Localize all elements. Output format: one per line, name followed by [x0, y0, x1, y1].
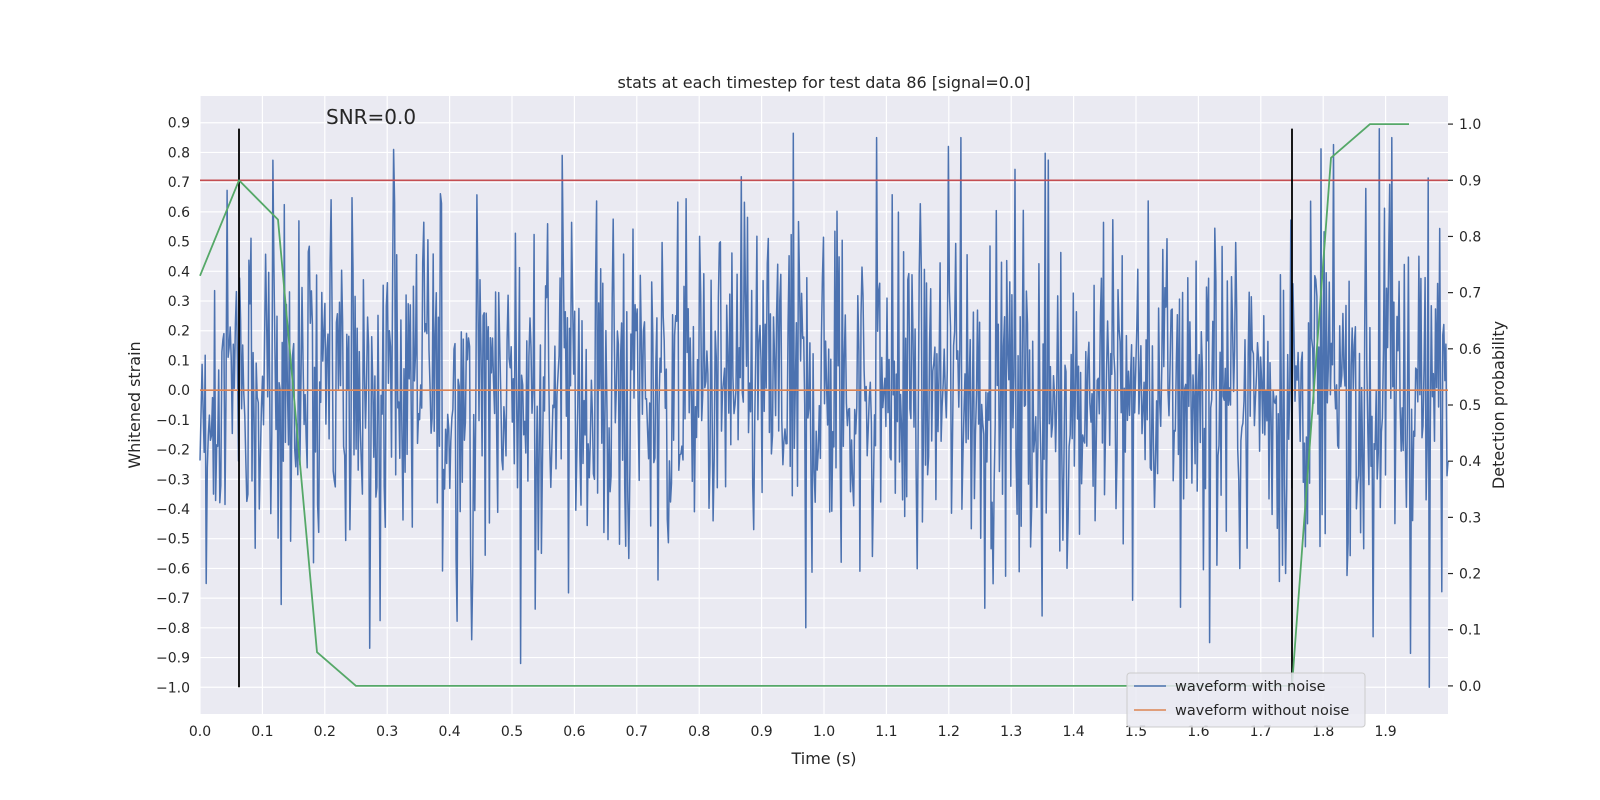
y2-tick-label: 0.7 [1459, 286, 1481, 302]
x-tick-label: 0.0 [189, 724, 211, 740]
waveform-with-noise-line [199, 127, 1449, 689]
y-tick-label: 0.0 [168, 383, 190, 399]
x-axis-title: Time (s) [790, 749, 856, 768]
y-axis-title: Whitened strain [125, 341, 144, 468]
x-tick-label: 1.2 [938, 724, 960, 740]
x-tick-label: 1.9 [1374, 724, 1396, 740]
y-tick-label: 0.6 [168, 205, 190, 221]
x-tick-label: 1.0 [813, 724, 835, 740]
y-tick-label: −0.1 [156, 413, 190, 429]
legend: waveform with noise waveform without noi… [1126, 672, 1366, 728]
y2-tick-label: 0.8 [1459, 229, 1481, 245]
y2-tick-label: 0.1 [1459, 623, 1481, 639]
y2-tick-label: 1.0 [1459, 117, 1481, 133]
y-tick-label: 0.7 [168, 175, 190, 191]
y-tick-label: −0.6 [156, 561, 190, 577]
y-tick-label: −0.3 [156, 472, 190, 488]
x-tick-label: 1.3 [1000, 724, 1022, 740]
x-tick-label: 0.6 [563, 724, 585, 740]
legend-label-clean: waveform without noise [1175, 703, 1349, 719]
x-tick-label: 1.8 [1312, 724, 1334, 740]
chart-title: stats at each timestep for test data 86 … [618, 73, 1031, 92]
y-tick-label: 0.1 [168, 353, 190, 369]
x-tick-label: 0.7 [626, 724, 648, 740]
x-tick-label: 1.6 [1187, 724, 1209, 740]
y2-axis-ticks: 1.0 0.9 0.8 0.7 0.6 0.5 0.4 0.3 0.2 0.1 0.0 [1448, 117, 1481, 695]
y2-tick-label: 0.6 [1459, 342, 1481, 358]
y-tick-label: 0.5 [168, 235, 190, 251]
x-tick-label: 0.1 [251, 724, 273, 740]
x-tick-label: 0.2 [314, 724, 336, 740]
y2-tick-label: 0.3 [1459, 510, 1481, 526]
x-tick-label: 1.1 [875, 724, 897, 740]
snr-annotation: SNR=0.0 [326, 105, 416, 129]
y2-tick-label: 0.5 [1459, 398, 1481, 414]
y2-axis-title: Detection probability [1489, 321, 1508, 489]
y-tick-label: −0.8 [156, 621, 190, 637]
waveform-with-noise-series [199, 127, 1449, 689]
x-axis-ticks: 0.0 0.1 0.2 0.3 0.4 0.5 0.6 0.7 0.8 0.9 1.0 1.1 1.2 1… [189, 724, 1397, 740]
overlay-series [199, 123, 1448, 688]
y-tick-label: −1.0 [156, 680, 190, 696]
x-tick-label: 0.8 [688, 724, 710, 740]
y-tick-label: 0.4 [168, 264, 190, 280]
x-tick-label: 0.3 [376, 724, 398, 740]
y-tick-label: −0.7 [156, 591, 190, 607]
detection-probability-line [199, 123, 1409, 687]
x-tick-label: 0.5 [501, 724, 523, 740]
y2-tick-label: 0.9 [1459, 173, 1481, 189]
x-tick-label: 0.4 [438, 724, 460, 740]
y2-tick-label: 0.0 [1459, 679, 1481, 695]
y-tick-label: 0.2 [168, 324, 190, 340]
y-tick-label: −0.2 [156, 443, 190, 459]
y2-tick-label: 0.2 [1459, 567, 1481, 583]
y-tick-label: −0.5 [156, 532, 190, 548]
y-tick-label: −0.4 [156, 502, 190, 518]
x-tick-label: 1.7 [1250, 724, 1272, 740]
x-tick-label: 1.4 [1062, 724, 1084, 740]
y-tick-label: 0.9 [168, 116, 190, 132]
y-tick-label: 0.3 [168, 294, 190, 310]
y2-tick-label: 0.4 [1459, 454, 1481, 470]
x-tick-label: 1.5 [1125, 724, 1147, 740]
legend-label-noisy: waveform with noise [1175, 679, 1326, 695]
y-tick-label: −0.9 [156, 651, 190, 667]
legend-box [1126, 672, 1366, 728]
x-tick-label: 0.9 [750, 724, 772, 740]
y-tick-label: 0.8 [168, 145, 190, 161]
y-axis-ticks: 0.9 0.8 0.7 0.6 0.5 0.4 0.3 0.2 0.1 0.0 −0.1 −0.2 −0… [156, 116, 190, 697]
